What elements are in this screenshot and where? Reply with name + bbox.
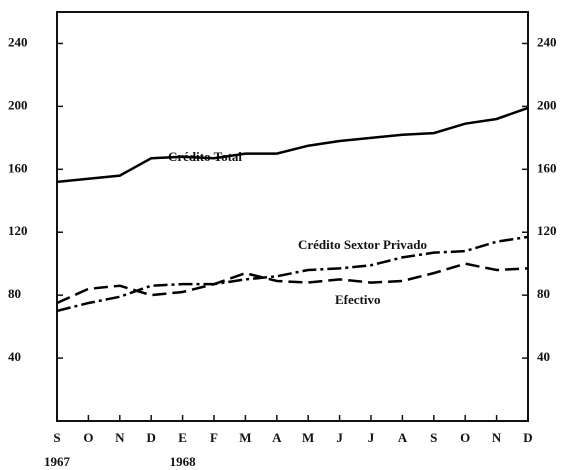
x-tick-label: S: [53, 430, 60, 445]
x-tick-label: J: [368, 430, 375, 445]
y-tick-label: 80: [8, 286, 21, 301]
x-tick-label: O: [83, 430, 93, 445]
y-tick-label: 240: [8, 34, 28, 49]
annotation: Crédito Total: [168, 149, 242, 164]
plot-frame: [56, 11, 529, 422]
y2-tick-label: 240: [537, 34, 557, 49]
y2-tick-label: 80: [537, 286, 550, 301]
x-tick-label: D: [147, 430, 156, 445]
x-tick-label: N: [492, 430, 502, 445]
y-tick-label: 160: [8, 160, 28, 175]
y2-tick-label: 160: [537, 160, 557, 175]
x-tick-label: A: [272, 430, 282, 445]
y-tick-label: 40: [8, 349, 21, 364]
x-tick-label: O: [460, 430, 470, 445]
y2-tick-label: 40: [537, 349, 550, 364]
x-tick-label: M: [239, 430, 251, 445]
y-tick-label: 200: [8, 97, 28, 112]
series-line: [56, 262, 529, 305]
x-tick-label: E: [178, 430, 187, 445]
y2-tick-label: 120: [537, 223, 557, 238]
annotation: Crédito Sextor Privado: [298, 237, 427, 252]
x-tick-label: M: [302, 430, 314, 445]
series-line: [56, 235, 529, 313]
x-tick-label: A: [398, 430, 408, 445]
x-tick-label: J: [336, 430, 343, 445]
x-tick-label: S: [430, 430, 437, 445]
x-tick-label: N: [115, 430, 125, 445]
x-tick-label: F: [210, 430, 218, 445]
y2-tick-label: 200: [537, 97, 557, 112]
year-label: 1968: [170, 454, 197, 469]
series-line: [56, 106, 529, 184]
annotation: Efectivo: [335, 292, 380, 307]
year-label: 1967: [44, 454, 71, 469]
x-tick-label: D: [523, 430, 532, 445]
y-tick-label: 120: [8, 223, 28, 238]
